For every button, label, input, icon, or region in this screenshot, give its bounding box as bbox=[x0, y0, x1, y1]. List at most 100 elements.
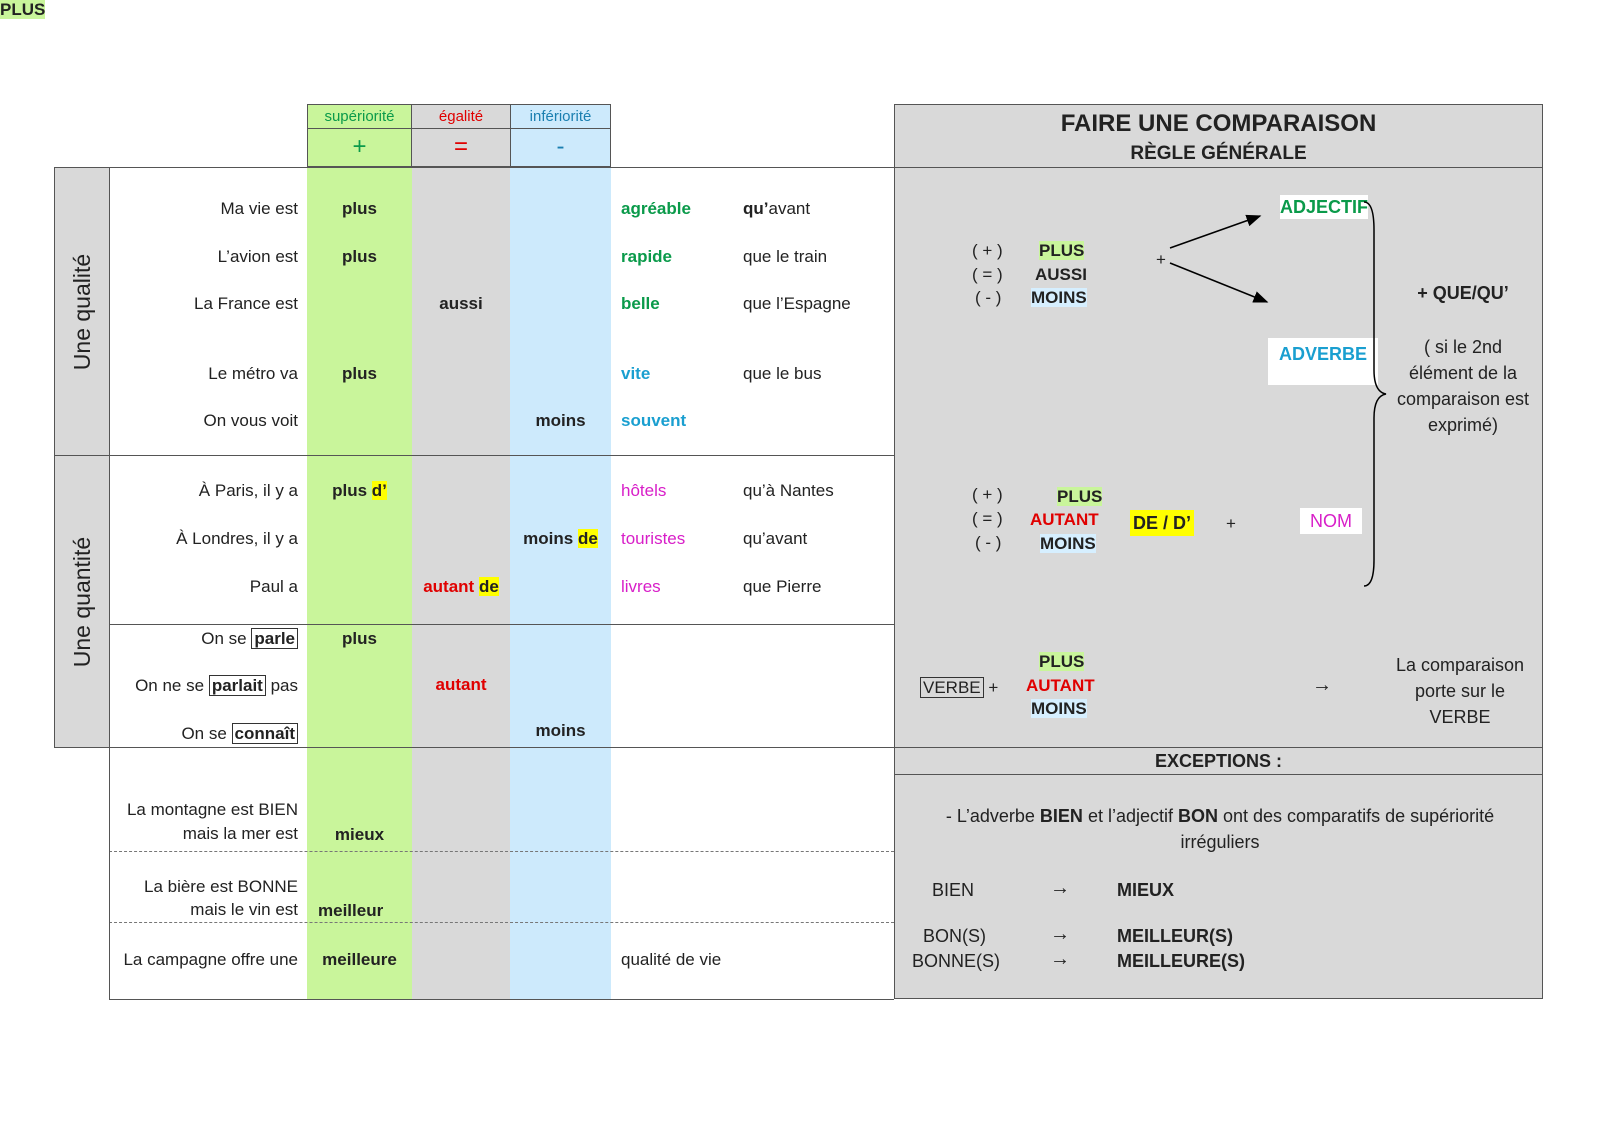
rule-verbe-plus: + bbox=[988, 678, 999, 697]
rule-qualite-plus: PLUS bbox=[0, 0, 46, 19]
exception-value-1: mieux bbox=[334, 825, 385, 844]
exceptions-text-4: irréguliers bbox=[1180, 832, 1260, 852]
irregular-arrow-2: → bbox=[1050, 923, 1070, 945]
panel-exceptions-bottom bbox=[894, 774, 1543, 775]
rule-verbe-plus-word: PLUS bbox=[1039, 652, 1085, 671]
verbe-pre-2: On ne se bbox=[135, 676, 205, 695]
table-bottom-border bbox=[109, 999, 894, 1000]
header-egalite-label: égalité bbox=[438, 108, 484, 125]
quantite-marker-word-3: autant bbox=[423, 577, 475, 596]
quantite-compl-1: qu’à Nantes bbox=[743, 481, 834, 500]
irregular-to-1: MIEUX bbox=[1117, 880, 1175, 900]
qualite-word-5: souvent bbox=[621, 411, 687, 430]
quantite-marker-2: moins de bbox=[510, 529, 611, 549]
exception-line1-1: La montagne est BIEN bbox=[126, 800, 298, 819]
verbe-row-1: On se parle bbox=[110, 628, 298, 649]
rule-qualite-plus-wrap: PLUS bbox=[1039, 241, 1085, 261]
rule-qualite-aussi-word: AUSSI bbox=[1035, 265, 1087, 284]
rule-quantite-autant-word: AUTANT bbox=[1030, 510, 1099, 529]
quantite-bottom-border bbox=[54, 747, 894, 748]
rule-quantite-plus-sign: + bbox=[1226, 514, 1236, 533]
exceptions-text-3: ont des comparatifs de supériorité bbox=[1217, 806, 1495, 826]
header-superiorite: supériorité + bbox=[307, 104, 412, 167]
exceptions-text-1: - L’adverbe bbox=[945, 806, 1040, 826]
quantite-subject-2: À Londres, il y a bbox=[176, 529, 298, 548]
section-label-qualite: Une qualité bbox=[69, 253, 95, 371]
rule-verbe-note-3: VERBE bbox=[1429, 707, 1491, 727]
qualite-sup-2: plus bbox=[342, 247, 377, 266]
rule-verbe-autant-wrap: AUTANT bbox=[1026, 676, 1095, 696]
verbe-row-3: On se connaît bbox=[110, 723, 298, 744]
rule-quantite-moins-wrap: MOINS bbox=[1040, 534, 1096, 554]
qualite-sup-4: plus bbox=[342, 364, 377, 383]
rule-qualite-sign-1: ( + ) bbox=[972, 241, 1003, 260]
qualite-bottom-border bbox=[54, 455, 894, 456]
rule-quantite-plus-wrap: PLUS bbox=[1057, 487, 1103, 507]
quantite-marker-word-1: plus bbox=[332, 481, 368, 500]
rule-note: ( si le 2nd élément de la comparaison es… bbox=[1385, 334, 1541, 438]
table-top-border bbox=[54, 167, 894, 168]
panel-title-divider bbox=[894, 167, 1543, 168]
qualite-compl-rest-1: avant bbox=[768, 199, 811, 218]
qualite-sup-1: plus bbox=[342, 199, 377, 218]
header-superiorite-label: supériorité bbox=[324, 108, 395, 125]
qualite-word-1: agréable bbox=[621, 199, 691, 218]
rule-verbe-word: VERBE bbox=[920, 677, 984, 698]
verbe-post-2: pas bbox=[270, 676, 298, 695]
exception-divider-1 bbox=[109, 851, 894, 852]
rule-verbe-note-1: La comparaison bbox=[1395, 655, 1525, 675]
irregular-from-1: BIEN bbox=[932, 880, 975, 900]
rule-note-line-4: exprimé) bbox=[1427, 415, 1498, 435]
section-label-quantite: Une quantité bbox=[69, 536, 95, 668]
rule-verbe-moins-word: MOINS bbox=[1031, 699, 1087, 718]
rule-adverbe: ADVERBE bbox=[1268, 338, 1378, 385]
rule-de: DE / D’ bbox=[1130, 510, 1195, 536]
header-inferiorite-label: infériorité bbox=[529, 108, 592, 125]
qualite-subject-2: L’avion est bbox=[217, 247, 298, 266]
exceptions-bien: BIEN bbox=[1039, 806, 1083, 826]
rule-verbe-plus-wrap: PLUS bbox=[1039, 652, 1085, 672]
header-superiorite-sign: + bbox=[308, 128, 411, 161]
verbe-marker-3: moins bbox=[535, 721, 586, 740]
rule-note-line-3: comparaison est bbox=[1396, 389, 1530, 409]
quantite-de-3: de bbox=[478, 577, 499, 596]
quantite-verb-divider bbox=[109, 624, 894, 625]
header-egalite-sign: = bbox=[412, 128, 510, 161]
verbe-verb-2: parlait bbox=[208, 675, 266, 696]
quantite-subject-1: À Paris, il y a bbox=[198, 481, 298, 500]
verbe-marker-1: plus bbox=[342, 629, 377, 648]
qualite-inf-5: moins bbox=[535, 411, 586, 430]
verbe-pre-1: On se bbox=[201, 629, 247, 648]
rule-qualite-moins-wrap: MOINS bbox=[1031, 288, 1087, 308]
rule-qualite-sign-2: ( = ) bbox=[972, 265, 1003, 284]
panel-subtitle: RÈGLE GÉNÉRALE bbox=[1130, 143, 1307, 164]
header-inferiorite: infériorité - bbox=[510, 104, 611, 167]
exceptions-bon: BON bbox=[1177, 806, 1218, 826]
irregular-from-3: BONNE(S) bbox=[912, 951, 1001, 971]
rule-note-line-2: élément de la bbox=[1408, 363, 1518, 383]
exceptions-text: - L’adverbe BIEN et l’adjectif BON ont d… bbox=[905, 803, 1535, 855]
arrow-right-icon: → bbox=[1312, 674, 1332, 696]
qualite-subject-1: Ma vie est bbox=[220, 199, 298, 218]
exception-line2-3: La campagne offre une bbox=[123, 950, 298, 969]
irregular-to-3: MEILLEURE(S) bbox=[1117, 951, 1245, 971]
rule-quantite-moins-word: MOINS bbox=[1040, 534, 1096, 553]
exceptions-text-2: et l’adjectif bbox=[1082, 806, 1178, 826]
label-column-border bbox=[109, 167, 110, 999]
exception-divider-2 bbox=[109, 922, 894, 923]
verbe-marker-2: autant bbox=[435, 675, 487, 694]
quantite-marker-3: autant de bbox=[412, 577, 510, 597]
rule-adjectif: ADJECTIF bbox=[1280, 195, 1369, 219]
irregular-from-2: BON(S) bbox=[923, 926, 986, 946]
quantite-marker-1: plus d’ bbox=[307, 481, 412, 501]
quantite-subject-3: Paul a bbox=[249, 577, 298, 596]
rule-verbe-autant-word: AUTANT bbox=[1026, 676, 1095, 695]
rule-verbe-note: La comparaison porte sur le VERBE bbox=[1380, 652, 1540, 730]
rule-verbe-note-2: porte sur le bbox=[1414, 681, 1506, 701]
rule-que: + QUE/QU’ bbox=[1417, 283, 1509, 303]
inferiorite-column bbox=[510, 167, 611, 999]
qualite-compl-2: que le train bbox=[743, 247, 828, 266]
qualite-compl-1: qu’avant bbox=[743, 199, 810, 219]
superiorite-column bbox=[307, 167, 412, 999]
arrow-to-adjectif bbox=[1169, 214, 1262, 249]
